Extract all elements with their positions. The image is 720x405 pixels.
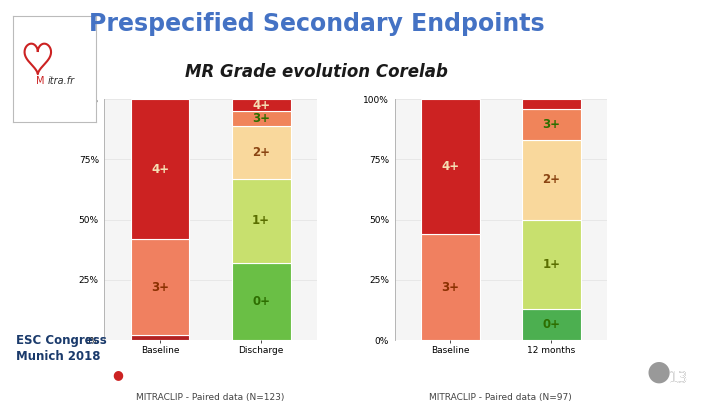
Text: 4+: 4+ <box>441 160 459 173</box>
Text: 1+: 1+ <box>252 214 270 228</box>
Text: 3+: 3+ <box>151 281 169 294</box>
Text: 0+: 0+ <box>252 295 270 308</box>
Bar <box>232 263 290 340</box>
Bar <box>131 239 189 335</box>
Bar <box>522 109 580 140</box>
Text: itra.fr: itra.fr <box>48 77 75 87</box>
Bar <box>421 99 480 234</box>
Text: 3+: 3+ <box>441 281 459 294</box>
Bar <box>131 99 189 239</box>
Text: 1+: 1+ <box>542 258 560 271</box>
Text: 2+: 2+ <box>252 146 270 159</box>
Bar <box>232 179 290 263</box>
Text: 13: 13 <box>668 371 688 386</box>
Text: MITRACLIP - Paired data (N=123): MITRACLIP - Paired data (N=123) <box>136 393 285 402</box>
Bar <box>522 309 580 340</box>
Bar <box>232 111 290 126</box>
Bar <box>421 234 480 340</box>
Text: ●: ● <box>647 358 671 386</box>
Text: 13: 13 <box>668 371 688 386</box>
Bar <box>522 140 580 220</box>
Text: Prespecified Secondary Endpoints: Prespecified Secondary Endpoints <box>89 12 544 36</box>
Bar <box>522 220 580 309</box>
Text: MITRACLIP - Paired data (N=97): MITRACLIP - Paired data (N=97) <box>429 393 572 402</box>
Bar <box>522 99 580 109</box>
Text: 3+: 3+ <box>542 118 560 131</box>
Text: 4+: 4+ <box>252 99 270 112</box>
Text: 4+: 4+ <box>151 163 169 176</box>
Bar <box>131 335 189 340</box>
Bar <box>232 99 290 111</box>
Text: 3+: 3+ <box>252 112 270 125</box>
Text: MR Grade evolution Corelab: MR Grade evolution Corelab <box>185 63 449 81</box>
Bar <box>232 126 290 179</box>
Text: ●: ● <box>112 369 123 382</box>
Text: 2+: 2+ <box>542 173 560 186</box>
Text: ESC Congress
Munich 2018: ESC Congress Munich 2018 <box>16 334 107 363</box>
Text: 0+: 0+ <box>542 318 560 331</box>
Text: M: M <box>36 77 45 87</box>
